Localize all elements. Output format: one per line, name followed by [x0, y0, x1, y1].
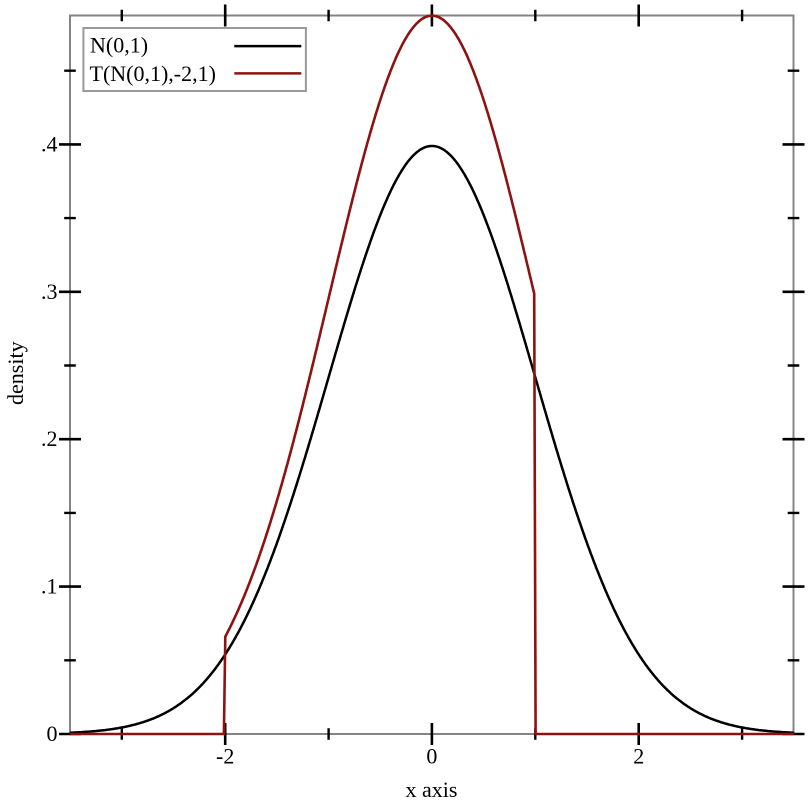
- svg-text:T(N(0,1),-2,1): T(N(0,1),-2,1): [90, 61, 216, 86]
- svg-text:2: 2: [633, 744, 644, 769]
- svg-text:-2: -2: [216, 744, 234, 769]
- svg-text:.1: .1: [41, 574, 58, 599]
- svg-text:x axis: x axis: [406, 777, 458, 802]
- svg-text:.4: .4: [41, 131, 58, 156]
- svg-text:0: 0: [426, 744, 437, 769]
- svg-text:0: 0: [47, 721, 58, 746]
- svg-text:density: density: [3, 341, 28, 405]
- svg-text:.3: .3: [41, 279, 58, 304]
- svg-text:N(0,1): N(0,1): [90, 32, 148, 57]
- svg-text:.2: .2: [41, 426, 58, 451]
